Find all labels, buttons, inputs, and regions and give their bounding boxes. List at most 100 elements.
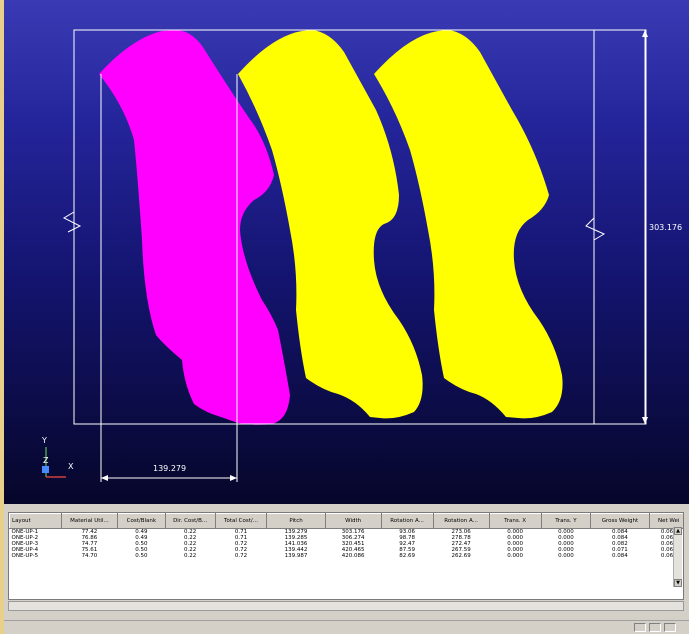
table-cell: 0.000 — [558, 541, 574, 547]
table-cell: 92.47 — [399, 541, 415, 547]
table-cell: 420.465 — [341, 547, 365, 553]
status-bar — [4, 620, 689, 634]
column-header[interactable]: Rotation A... — [380, 513, 434, 529]
layout-table: Layout Material Util... Cost/Blank Dir. Cos… — [9, 513, 684, 559]
table-row[interactable]: ONE-UP-4 75.61 0.50 0.22 0.72 139.442 420.465 8… — [10, 547, 684, 553]
table-cell: 420.086 — [341, 553, 365, 559]
table-cell: 0.065 — [660, 535, 677, 541]
table-cell: 0.084 — [612, 535, 628, 541]
yellow-part-1[interactable] — [238, 30, 423, 419]
height-arrow-bottom — [642, 417, 648, 424]
table-cell: 0.22 — [184, 535, 197, 541]
table-cell: 262.69 — [451, 553, 471, 559]
table-cell: ONE-UP-5 — [11, 553, 39, 559]
height-arrow-top — [642, 30, 648, 37]
column-header[interactable]: Layout — [9, 513, 62, 529]
table-cell: 0.084 — [612, 529, 628, 535]
column-header[interactable]: Total Cost/... — [214, 513, 268, 529]
table-cell: 0.000 — [558, 529, 574, 535]
pitch-arrow-left — [101, 475, 108, 481]
layout-viewport[interactable]: 139.279 303.176 Y X Z — [4, 0, 689, 504]
status-pane-2 — [649, 623, 661, 632]
scene-svg: 139.279 303.176 Y X Z — [41, 29, 682, 482]
column-header[interactable]: Trans. X — [488, 513, 542, 529]
table-cell: 0.000 — [507, 547, 523, 553]
table-cell: 74.70 — [81, 553, 98, 559]
table-cell: 0.000 — [507, 529, 523, 535]
table-cell: ONE-UP-3 — [11, 541, 39, 547]
column-header[interactable]: Gross Weight — [590, 513, 650, 529]
column-header[interactable]: Width — [324, 513, 382, 529]
yellow-part-2[interactable] — [374, 30, 563, 419]
table-cell: 141.036 — [284, 541, 308, 547]
column-header[interactable]: Cost/Blank — [116, 513, 166, 529]
table-cell: 0.000 — [558, 547, 574, 553]
bounding-rectangle — [73, 29, 647, 425]
table-cell: 139.987 — [284, 553, 308, 559]
magenta-part[interactable] — [99, 30, 290, 425]
table-cell: 82.69 — [399, 553, 415, 559]
table-cell: 0.71 — [234, 529, 248, 535]
table-cell: 0.72 — [234, 553, 248, 559]
dimension-lines — [62, 29, 647, 482]
scroll-up-button[interactable]: ▲ — [674, 527, 682, 535]
table-cell: 0.082 — [612, 541, 628, 547]
table-cell: 0.49 — [135, 535, 148, 541]
table-row[interactable]: ONE-UP-5 74.70 0.50 0.22 0.72 139.987 420.086 8… — [10, 553, 684, 559]
table-cell: ONE-UP-2 — [11, 535, 39, 541]
table-cell: 0.065 — [660, 541, 677, 547]
table-cell: 0.50 — [135, 541, 148, 547]
column-header[interactable]: Pitch — [266, 513, 326, 529]
table-row[interactable]: ONE-UP-3 74.77 0.50 0.22 0.72 141.036 320.451 9… — [10, 541, 684, 547]
table-cell: 0.22 — [184, 547, 197, 553]
vertical-scrollbar[interactable]: ▲ ▼ — [673, 527, 682, 587]
axis-y-label: Y — [41, 436, 47, 445]
table-cell: 0.71 — [234, 535, 248, 541]
table-cell: ONE-UP-4 — [11, 547, 39, 553]
table-cell: 93.06 — [399, 529, 415, 535]
layout-results-grid[interactable]: Layout Material Util... Cost/Blank Dir. Cos… — [8, 512, 684, 600]
table-cell: 77.42 — [81, 529, 98, 535]
column-header[interactable]: Rotation A... — [432, 513, 490, 529]
axis-z-label: Z — [43, 456, 49, 465]
table-row[interactable]: ONE-UP-1 77.42 0.49 0.22 0.71 139.279 303.176 9… — [10, 529, 684, 536]
table-cell: 0.22 — [184, 529, 197, 535]
column-header[interactable]: Net Wei — [648, 513, 683, 529]
pitch-arrow-right — [230, 475, 237, 481]
height-dimension-label: 303.176 — [649, 223, 682, 232]
scroll-down-button[interactable]: ▼ — [674, 579, 682, 587]
column-header[interactable]: Trans. Y — [540, 513, 592, 529]
table-cell: 75.61 — [81, 547, 98, 553]
column-header[interactable]: Material Util... — [60, 513, 118, 529]
table-row[interactable]: ONE-UP-2 76.86 0.49 0.22 0.71 139.285 306.274 9… — [10, 535, 684, 541]
table-cell: 320.451 — [341, 541, 365, 547]
table-cell: 306.274 — [341, 535, 365, 541]
table-cell: 87.59 — [399, 547, 415, 553]
table-cell: 0.000 — [558, 553, 574, 559]
table-cell: 267.59 — [451, 547, 471, 553]
column-header[interactable]: Dir. Cost/B... — [164, 513, 216, 529]
table-cell: 0.000 — [507, 553, 523, 559]
horizontal-scrollbar[interactable] — [8, 601, 684, 611]
axis-triad: Y X Z — [41, 436, 74, 478]
table-cell: 272.47 — [451, 541, 471, 547]
table-cell: 0.000 — [558, 535, 574, 541]
table-cell: 0.22 — [184, 541, 197, 547]
table-cell: 0.065 — [660, 547, 677, 553]
table-cell: 0.22 — [184, 553, 197, 559]
table-cell: 0.72 — [234, 541, 248, 547]
table-cell: 76.86 — [81, 535, 98, 541]
table-cell: 139.279 — [284, 529, 308, 535]
table-cell: ONE-UP-1 — [11, 529, 39, 535]
status-pane-1 — [634, 623, 646, 632]
axis-x-label: X — [68, 462, 74, 471]
table-cell: 0.50 — [135, 547, 148, 553]
table-cell: 0.000 — [507, 535, 523, 541]
table-header-row: Layout Material Util... Cost/Blank Dir. Cos… — [9, 513, 683, 529]
break-mark-right — [585, 217, 606, 241]
table-cell: 0.071 — [612, 547, 628, 553]
table-cell: 0.065 — [660, 529, 677, 535]
table-cell: 74.77 — [81, 541, 98, 547]
table-cell: 273.06 — [451, 529, 471, 535]
table-cell: 139.442 — [284, 547, 308, 553]
